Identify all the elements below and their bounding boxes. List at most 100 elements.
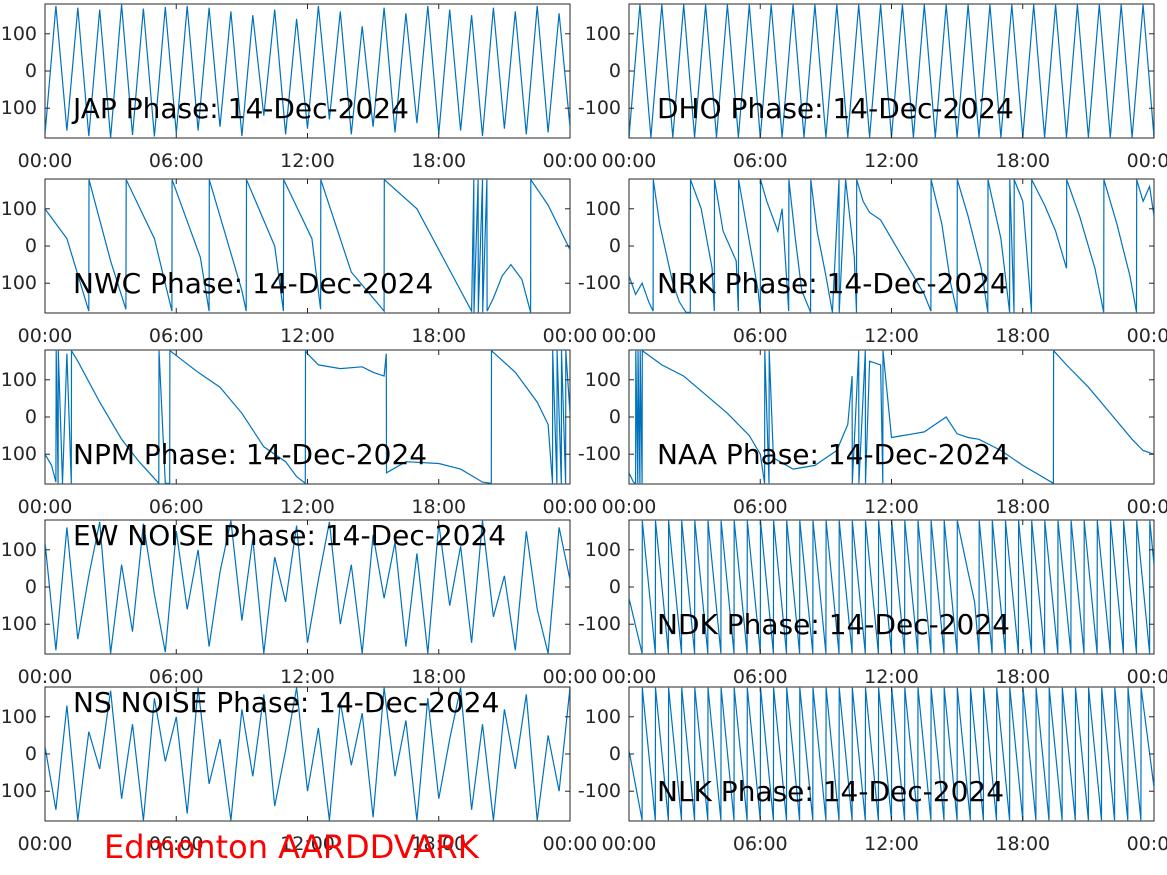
chart-panel-7: 100 0 100 00:00 06:00 12:00 18:00 00:00 EW NOISE… — [1, 519, 598, 688]
x-tick-label: 00:00 — [1127, 496, 1167, 518]
y-tick-label: 0 — [609, 235, 621, 257]
footer-label: Edmonton AARDDVARK — [104, 828, 479, 866]
chart-panel-8: 100 0 -100 00:00 06:00 12:00 18:00 00:00 NDK Pha… — [578, 519, 1167, 688]
plot-area — [44, 686, 571, 822]
x-tick-label: 00:00 — [602, 150, 657, 172]
chart-panel-9: 100 0 100 00:00 06:00 12:00 18:00 00:00 NS NOISE… — [1, 686, 598, 855]
x-tick-label: 12:00 — [280, 150, 335, 172]
x-tick-label: 00:00 — [543, 833, 598, 855]
y-tick-label: 0 — [609, 406, 621, 428]
x-tick-label: 06:00 — [149, 666, 204, 688]
plot-area — [628, 349, 1155, 485]
x-tick-label: 00:00 — [18, 666, 73, 688]
y-tick-label: 100 — [1, 23, 37, 45]
series-line — [629, 350, 1154, 484]
y-tick-label: 100 — [1, 613, 37, 635]
x-tick-label: 06:00 — [733, 666, 788, 688]
x-tick-label: 06:00 — [149, 496, 204, 518]
y-tick-label: -100 — [578, 272, 621, 294]
chart-panel-2: 100 0 -100 00:00 06:00 12:00 18:00 00:00 DHO Pha… — [578, 3, 1167, 172]
x-tick-label: 18:00 — [995, 833, 1050, 855]
y-tick-label: 0 — [25, 235, 37, 257]
plot-area — [44, 3, 571, 139]
x-tick-label: 12:00 — [280, 833, 335, 855]
x-tick-label: 00:00 — [18, 833, 73, 855]
chart-panel-3: 100 0 100 00:00 06:00 12:00 18:00 00:00 NWC Phas… — [1, 178, 598, 347]
chart-title: NLK Phase: 14-Dec-2024 — [657, 775, 1004, 808]
chart-title: JAP Phase: 14-Dec-2024 — [71, 92, 409, 125]
chart-title: NDK Phase: 14-Dec-2024 — [657, 608, 1010, 641]
y-tick-label: 0 — [609, 60, 621, 82]
x-tick-label: 18:00 — [411, 496, 466, 518]
x-tick-label: 00:00 — [18, 496, 73, 518]
chart-panel-10: 100 0 -100 00:00 06:00 12:00 18:00 00:00 NLK Pha… — [578, 686, 1167, 855]
x-tick-label: 12:00 — [864, 666, 919, 688]
x-tick-label: 18:00 — [995, 325, 1050, 347]
x-tick-label: 12:00 — [864, 325, 919, 347]
chart-panel-1: 100 0 100 00:00 06:00 12:00 18:00 00:00 JAP Phas… — [1, 3, 598, 172]
chart-title: NRK Phase: 14-Dec-2024 — [657, 267, 1008, 300]
series-line — [45, 520, 570, 654]
series-line — [45, 179, 570, 313]
series-line — [45, 350, 570, 484]
x-tick-label: 12:00 — [280, 325, 335, 347]
series-line — [45, 687, 570, 821]
y-tick-label: 0 — [25, 743, 37, 765]
x-tick-label: 00:00 — [543, 496, 598, 518]
chart-title: EW NOISE Phase: 14-Dec-2024 — [73, 519, 506, 552]
series-line — [629, 179, 1154, 313]
y-tick-label: 100 — [1, 443, 37, 465]
y-tick-label: 100 — [1, 198, 37, 220]
x-tick-label: 12:00 — [280, 666, 335, 688]
x-tick-label: 00:00 — [543, 150, 598, 172]
x-tick-label: 06:00 — [149, 325, 204, 347]
x-tick-label: 06:00 — [733, 833, 788, 855]
x-tick-label: 00:00 — [602, 496, 657, 518]
x-tick-label: 18:00 — [411, 666, 466, 688]
x-tick-label: 18:00 — [411, 325, 466, 347]
x-tick-label: 12:00 — [280, 496, 335, 518]
x-tick-label: 12:00 — [864, 833, 919, 855]
x-tick-label: 00:00 — [1127, 833, 1167, 855]
x-tick-label: 00:00 — [18, 325, 73, 347]
x-tick-label: 06:00 — [733, 496, 788, 518]
x-tick-label: 06:00 — [149, 833, 204, 855]
y-tick-label: 100 — [1, 706, 37, 728]
y-tick-label: 100 — [1, 369, 37, 391]
x-tick-label: 00:00 — [543, 666, 598, 688]
x-tick-label: 00:00 — [602, 325, 657, 347]
x-tick-label: 18:00 — [995, 666, 1050, 688]
y-tick-label: -100 — [578, 443, 621, 465]
y-tick-label: 0 — [25, 406, 37, 428]
y-tick-label: -100 — [578, 613, 621, 635]
y-tick-label: 0 — [609, 743, 621, 765]
x-tick-label: 00:00 — [1127, 666, 1167, 688]
y-tick-label: -100 — [578, 780, 621, 802]
y-tick-label: 100 — [1, 780, 37, 802]
y-tick-label: 100 — [585, 23, 621, 45]
x-tick-label: 12:00 — [864, 496, 919, 518]
x-tick-label: 18:00 — [995, 496, 1050, 518]
y-tick-label: 100 — [1, 539, 37, 561]
y-tick-label: 0 — [25, 60, 37, 82]
y-tick-label: 100 — [585, 706, 621, 728]
series-line — [629, 520, 1154, 654]
y-tick-label: 0 — [609, 576, 621, 598]
chart-panel-4: 100 0 -100 00:00 06:00 12:00 18:00 00:00 NRK Pha… — [578, 178, 1167, 347]
x-tick-label: 06:00 — [733, 150, 788, 172]
y-tick-label: 0 — [25, 576, 37, 598]
x-tick-label: 00:00 — [543, 325, 598, 347]
x-tick-label: 06:00 — [149, 150, 204, 172]
x-tick-label: 00:00 — [1127, 150, 1167, 172]
x-tick-label: 00:00 — [602, 666, 657, 688]
y-tick-label: 100 — [1, 97, 37, 119]
chart-title: DHO Phase: 14-Dec-2024 — [657, 92, 1014, 125]
chart-panel-5: 100 0 100 00:00 06:00 12:00 18:00 00:00 NPM Phas… — [1, 349, 598, 518]
chart-title: NAA Phase: 14-Dec-2024 — [657, 438, 1009, 471]
chart-title: NS NOISE Phase: 14-Dec-2024 — [73, 686, 499, 719]
x-tick-label: 00:00 — [1127, 325, 1167, 347]
x-tick-label: 00:00 — [602, 833, 657, 855]
x-tick-label: 00:00 — [18, 150, 73, 172]
x-tick-label: 12:00 — [864, 150, 919, 172]
